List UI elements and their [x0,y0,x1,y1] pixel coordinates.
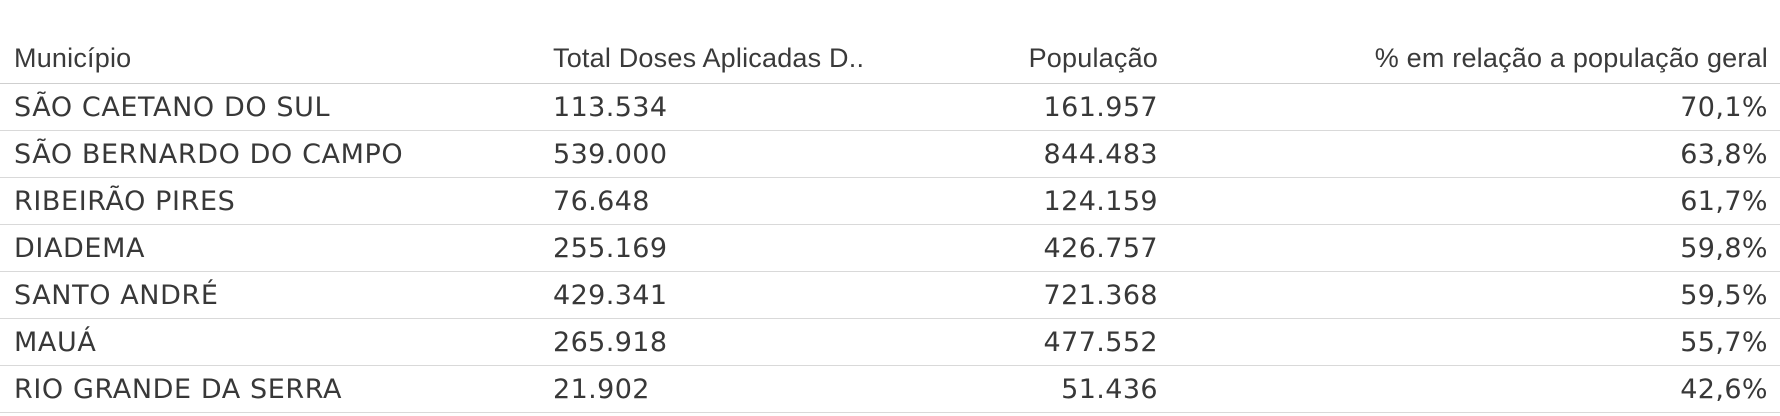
cell-populacao: 844.483 [1043,138,1158,170]
cell-percentual: 42,6% [1680,373,1768,405]
cell-municipio: SÃO BERNARDO DO CAMPO [14,138,404,170]
cell-percentual: 55,7% [1680,326,1768,358]
cell-municipio: RIO GRANDE DA SERRA [14,373,343,405]
table-row: MAUÁ 265.918 477.552 55,7% [0,319,1780,366]
table-row: SANTO ANDRÉ 429.341 721.368 59,5% [0,272,1780,319]
cell-doses: 21.902 [553,373,650,405]
cell-percentual: 70,1% [1680,91,1768,123]
cell-municipio: SANTO ANDRÉ [14,279,219,311]
cell-populacao: 426.757 [1043,232,1158,264]
table-header-row: Município Total Doses Aplicadas D.. Popu… [0,34,1780,84]
cell-municipio: SÃO CAETANO DO SUL [14,91,331,123]
table-row: SÃO CAETANO DO SUL 113.534 161.957 70,1% [0,84,1780,131]
cell-percentual: 63,8% [1680,138,1768,170]
header-doses[interactable]: Total Doses Aplicadas D.. [553,43,865,73]
cell-populacao: 721.368 [1043,279,1158,311]
cell-doses: 265.918 [553,326,668,358]
header-municipio[interactable]: Município [14,43,132,73]
cell-municipio: RIBEIRÃO PIRES [14,185,236,217]
cell-populacao: 161.957 [1043,91,1158,123]
table-row: DIADEMA 255.169 426.757 59,8% [0,225,1780,272]
header-populacao[interactable]: População [1028,43,1158,73]
cell-doses: 255.169 [553,232,668,264]
vaccination-table: Município Total Doses Aplicadas D.. Popu… [0,34,1780,413]
cell-populacao: 51.436 [1061,373,1158,405]
cell-doses: 539.000 [553,138,668,170]
cell-populacao: 124.159 [1043,185,1158,217]
header-percentual[interactable]: % em relação a população geral [1374,43,1768,73]
cell-percentual: 61,7% [1680,185,1768,217]
cell-percentual: 59,5% [1680,279,1768,311]
cell-municipio: MAUÁ [14,326,97,358]
cell-doses: 113.534 [553,91,668,123]
cell-municipio: DIADEMA [14,232,146,264]
cell-doses: 76.648 [553,185,650,217]
table-row: SÃO BERNARDO DO CAMPO 539.000 844.483 63… [0,131,1780,178]
cell-percentual: 59,8% [1680,232,1768,264]
cell-populacao: 477.552 [1043,326,1158,358]
cell-doses: 429.341 [553,279,668,311]
table-row: RIO GRANDE DA SERRA 21.902 51.436 42,6% [0,366,1780,413]
table-row: RIBEIRÃO PIRES 76.648 124.159 61,7% [0,178,1780,225]
